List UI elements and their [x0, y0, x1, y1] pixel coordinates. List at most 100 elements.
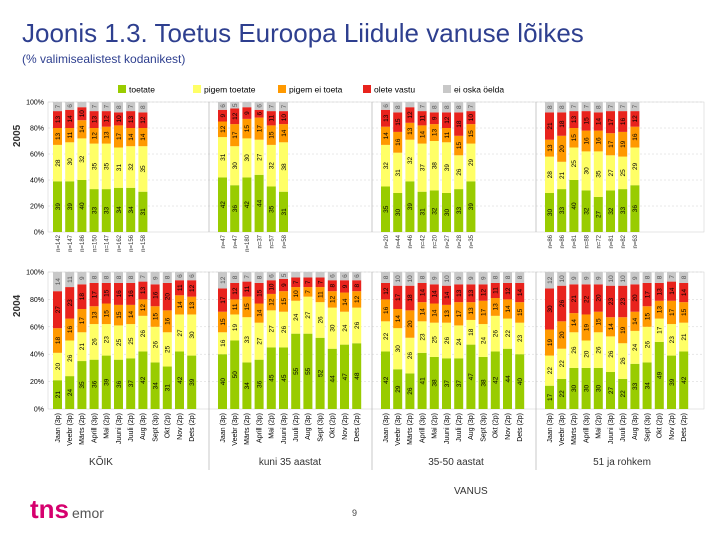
- data-label: 11: [67, 131, 74, 138]
- bar-segment-olete-vastu: [65, 287, 75, 319]
- bar-segment-pigem-toetate: [454, 155, 464, 190]
- bar-segment-olete-vastu: [254, 109, 264, 118]
- bar-segment-olete-vastu: [454, 112, 464, 136]
- month-label: Juuli (2p): [456, 413, 463, 442]
- bar-segment-ei-oska-oelda: [417, 102, 427, 112]
- data-label: 33: [559, 207, 566, 215]
- bar-segment-pigem-ei-toeta: [515, 302, 525, 323]
- bar-segment-olete-vastu: [53, 111, 62, 128]
- data-label: 30: [395, 209, 402, 217]
- data-label: 14: [395, 315, 402, 323]
- bar-segment-toetate: [77, 180, 87, 232]
- data-label: 27: [177, 329, 184, 337]
- data-label: 12: [383, 287, 390, 295]
- bar-segment-ei-oska-oelda: [89, 102, 99, 112]
- month-label: Jaan (3p): [55, 413, 62, 443]
- bar-segment-olete-vastu: [218, 288, 227, 312]
- data-label: 21: [79, 343, 86, 351]
- y-tick-label: 0%: [34, 407, 44, 414]
- data-label: 7: [91, 104, 98, 108]
- data-label: 7: [293, 280, 300, 284]
- data-label: 15: [269, 131, 276, 139]
- bar-segment-pigem-toetate: [266, 144, 276, 187]
- y-tick-label: 0%: [34, 230, 44, 237]
- bar-segment-pigem-toetate: [303, 296, 313, 334]
- bar-segment-pigem-toetate: [478, 324, 488, 357]
- bar-segment-ei-oska-oelda: [279, 272, 288, 279]
- data-label: 16: [165, 317, 172, 325]
- data-label: 12: [269, 298, 276, 306]
- data-label: 30: [596, 384, 603, 392]
- month-label: Juuli (2p): [620, 413, 627, 442]
- month-label: Mai (2p): [104, 413, 111, 439]
- month-label: Okt (2p): [657, 413, 664, 438]
- data-label: 35: [104, 162, 111, 170]
- data-label: 14: [517, 289, 524, 297]
- bar-segment-olete-vastu: [65, 109, 75, 128]
- data-label: 27: [256, 153, 263, 161]
- sample-size-label: n=46: [408, 234, 414, 248]
- data-label: 17: [669, 308, 676, 316]
- data-label: 38: [281, 163, 288, 171]
- data-label: 10: [79, 110, 86, 118]
- bar-segment-toetate: [405, 373, 415, 409]
- bar-segment-toetate: [581, 367, 591, 409]
- bar-segment-olete-vastu: [557, 112, 567, 136]
- bar-segment-toetate: [150, 362, 160, 409]
- bar-segment-ei-oska-oelda: [242, 102, 252, 108]
- sample-size-label: n=81: [609, 234, 615, 248]
- page-subtitle: (% valimisealistest kodanikest): [22, 52, 186, 66]
- bar-segment-pigem-toetate: [466, 143, 476, 182]
- bar-segment-pigem-ei-toeta: [65, 318, 75, 341]
- bar-segment-olete-vastu: [291, 277, 301, 288]
- bar-segment-pigem-ei-toeta: [279, 291, 288, 312]
- data-label: 19: [583, 323, 590, 331]
- bar-segment-ei-oska-oelda: [630, 102, 640, 112]
- data-label: 32: [608, 207, 615, 215]
- bar-segment-olete-vastu: [126, 111, 136, 128]
- data-label: 13: [432, 129, 439, 137]
- data-label: 13: [571, 116, 578, 124]
- bar-segment-pigem-toetate: [381, 321, 390, 352]
- data-label: 27: [55, 306, 62, 314]
- bar-segment-pigem-ei-toeta: [53, 128, 62, 145]
- bar-segment-ei-oska-oelda: [65, 102, 75, 110]
- bar-segment-ei-oska-oelda: [381, 272, 390, 283]
- data-label: 17: [480, 308, 487, 316]
- data-label: 16: [116, 290, 123, 298]
- bar-segment-ei-oska-oelda: [630, 272, 640, 285]
- bar-segment-pigem-ei-toeta: [114, 304, 123, 326]
- bar-segment-olete-vastu: [417, 282, 427, 303]
- data-label: 11: [419, 114, 426, 121]
- sample-size-label: n=86: [548, 234, 554, 248]
- data-label: 33: [91, 207, 98, 215]
- data-label: 15: [596, 318, 603, 326]
- data-label: 32: [383, 162, 390, 170]
- data-label: 15: [583, 117, 590, 125]
- data-label: 15: [104, 310, 111, 318]
- month-label: Okt (2p): [330, 413, 337, 438]
- bar-segment-olete-vastu: [630, 111, 640, 127]
- y-tick-label: 40%: [30, 352, 44, 359]
- data-label: 7: [55, 104, 62, 108]
- data-label: 27: [269, 325, 276, 333]
- data-label: 20: [559, 145, 566, 153]
- bar-segment-olete-vastu: [230, 108, 240, 125]
- data-label: 32: [432, 207, 439, 215]
- data-label: 32: [407, 157, 414, 165]
- bar-segment-pigem-toetate: [138, 315, 148, 352]
- data-label: 7: [669, 275, 676, 279]
- data-label: 31: [220, 153, 227, 161]
- bar-segment-olete-vastu: [393, 285, 403, 309]
- data-label: 18: [407, 294, 414, 302]
- bar-segment-toetate: [442, 358, 451, 409]
- bar-segment-ei-oska-oelda: [393, 102, 403, 113]
- data-label: 10: [407, 275, 414, 283]
- data-label: 12: [104, 115, 111, 123]
- bar-segment-toetate: [65, 181, 75, 232]
- bar-segment-pigem-toetate: [340, 311, 349, 345]
- data-label: 9: [456, 276, 463, 280]
- data-label: 40: [517, 378, 524, 386]
- bar-segment-pigem-ei-toeta: [291, 287, 301, 301]
- legend-label: ei oska öelda: [454, 85, 504, 95]
